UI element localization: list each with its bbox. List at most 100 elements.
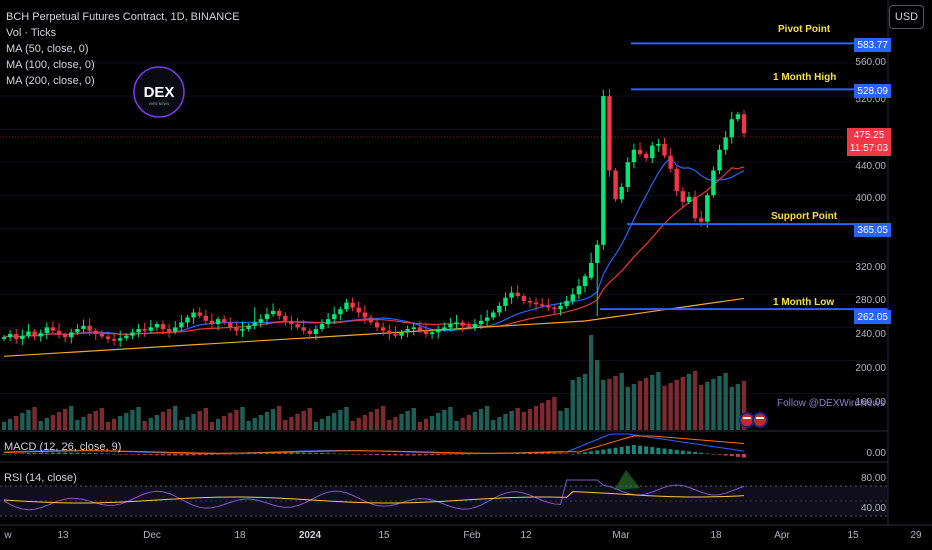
time-axis-label: Feb <box>463 530 481 541</box>
candle-body <box>240 329 245 331</box>
volume-bar <box>576 377 582 430</box>
volume-bar <box>344 407 349 430</box>
volume-bar <box>539 403 545 430</box>
candle-body <box>491 312 496 318</box>
candle-body <box>595 244 600 263</box>
macd-histogram-bar <box>350 454 355 455</box>
macd-histogram-bar <box>283 452 288 454</box>
macd-histogram-bar <box>644 446 649 454</box>
candle-body <box>613 170 618 200</box>
candle-body <box>515 292 520 296</box>
volume-bar <box>454 421 459 430</box>
candle-body <box>460 322 465 326</box>
macd-histogram-bar <box>466 453 471 455</box>
candle-body <box>7 334 13 338</box>
candle-body <box>387 330 392 334</box>
candlesticks[interactable] <box>1 88 747 347</box>
volume-bar <box>552 397 557 430</box>
macd-label[interactable]: MACD (12, 26, close, 9) <box>4 441 122 453</box>
volume-bar <box>558 411 563 430</box>
rsi-axis-high: 80.00 <box>860 473 886 484</box>
volume-bar <box>289 417 294 430</box>
volume-bar <box>332 413 337 430</box>
volume-bar <box>680 377 686 430</box>
volume-bar <box>460 418 465 430</box>
macd-histogram-bar <box>399 454 404 456</box>
candle-body <box>20 335 25 339</box>
volume-bar <box>399 414 404 430</box>
candle-body <box>723 137 728 150</box>
time-axis-label: 13 <box>57 530 69 541</box>
candle-body <box>497 305 502 313</box>
macd-histogram-bar <box>680 450 685 454</box>
candle-body <box>124 335 129 339</box>
candle-body <box>527 300 533 303</box>
volume-bar <box>209 422 215 430</box>
candle-body <box>252 322 257 326</box>
moving-average-lines <box>3 156 745 357</box>
macd-histogram-bar <box>154 454 159 456</box>
volume-bar <box>656 372 661 430</box>
volume-bar <box>429 416 435 430</box>
macd-histogram-bar <box>564 453 569 455</box>
candle-body <box>368 317 374 323</box>
time-axis-label: 29 <box>910 530 922 541</box>
macd-histogram-bar <box>44 452 49 454</box>
macd-histogram-bar <box>209 454 214 455</box>
symbol-title[interactable]: BCH Perpetual Futures Contract, 1D, BINA… <box>6 11 240 23</box>
volume-bar <box>56 412 62 430</box>
macd-axis-label: 0.00 <box>866 448 886 459</box>
macd-histogram-bar <box>197 454 202 456</box>
logo-subtext: WIRE NEWS <box>149 102 170 106</box>
macd-histogram-bar <box>693 452 698 454</box>
macd-pane[interactable] <box>2 433 746 458</box>
candle-body <box>93 330 98 334</box>
ma50-label[interactable]: MA (50, close, 0) <box>6 43 89 55</box>
candle-body <box>105 336 111 339</box>
candle-body <box>87 325 92 331</box>
volume-bar <box>448 407 453 430</box>
volume-bar <box>93 411 98 430</box>
grid-lines <box>0 62 888 394</box>
volume-bar <box>478 409 484 430</box>
volume-bar <box>570 380 575 430</box>
macd-histogram-bar <box>87 452 92 454</box>
macd-histogram-bar <box>344 453 349 455</box>
macd-histogram-bar <box>368 454 373 455</box>
macd-histogram-bar <box>381 454 386 456</box>
volume-indicator-label[interactable]: Vol · Ticks <box>6 27 57 39</box>
candle-body <box>705 195 710 222</box>
candle-body <box>14 334 19 339</box>
volume-bar <box>185 417 190 430</box>
level-lines[interactable] <box>600 42 888 311</box>
macd-histogram-bar <box>161 454 166 456</box>
logo-text: DEX <box>144 84 175 101</box>
macd-histogram-bar <box>405 454 410 456</box>
ma100-label[interactable]: MA (100, close, 0) <box>6 59 95 71</box>
candle-body <box>533 302 539 305</box>
candle-body <box>521 296 527 301</box>
volume-bar <box>619 373 624 430</box>
candle-body <box>429 332 435 334</box>
ma200-label[interactable]: MA (200, close, 0) <box>6 75 95 87</box>
volume-bar <box>124 413 129 430</box>
candle-body <box>448 324 453 328</box>
macd-histogram-bar <box>723 454 728 456</box>
macd-histogram-bar <box>326 453 331 454</box>
rsi-label[interactable]: RSI (14, close) <box>4 472 77 484</box>
candle-body <box>417 327 423 331</box>
price-axis-label: 560.00 <box>855 57 886 68</box>
candle-body <box>160 324 166 330</box>
macd-histogram-bar <box>601 449 606 454</box>
candle-body <box>1 337 7 339</box>
candle-body <box>56 330 62 335</box>
rsi-pane[interactable] <box>0 470 888 517</box>
candle-body <box>423 330 429 334</box>
volume-bar <box>50 415 56 430</box>
ma200-line <box>3 297 745 357</box>
volume-bar <box>75 420 80 430</box>
volume-bar <box>705 382 710 430</box>
price-axis-label: 320.00 <box>855 262 886 273</box>
currency-button[interactable]: USD <box>889 5 924 29</box>
